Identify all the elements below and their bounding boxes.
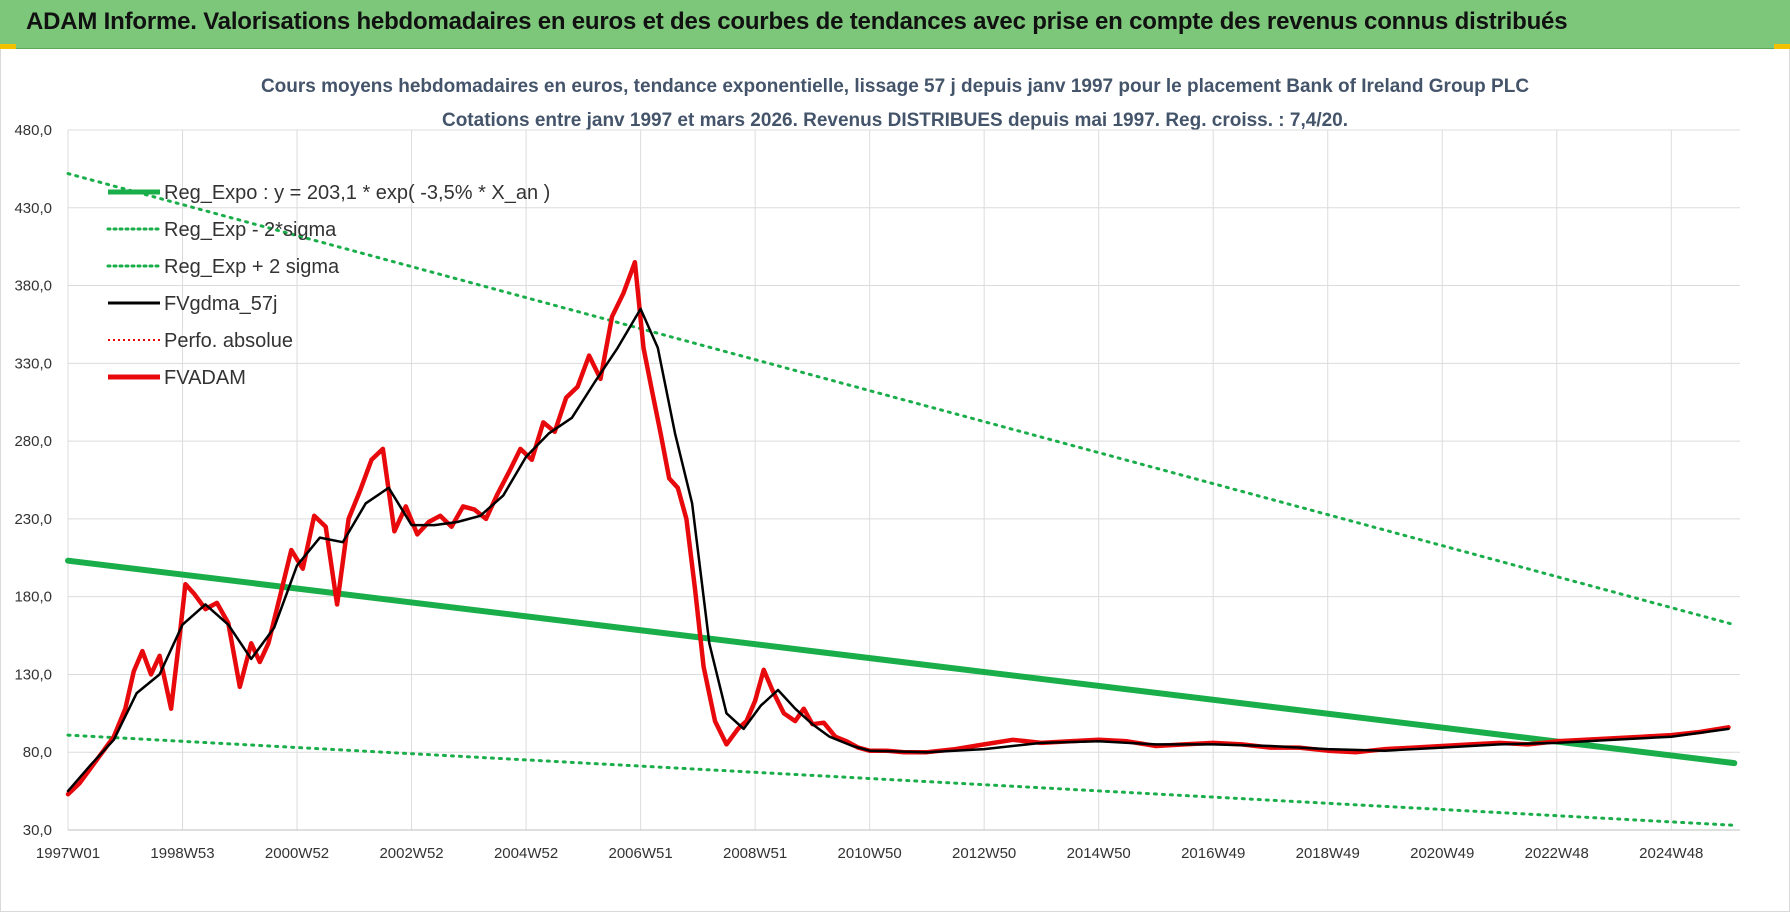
y-tick-label: 330,0 [14, 355, 52, 372]
x-tick-label: 2010W50 [838, 845, 902, 862]
series-fvadam [65, 259, 1731, 797]
series-reg-expo [65, 557, 1738, 767]
x-tick-label: 2022W48 [1525, 845, 1589, 862]
y-tick-label: 280,0 [14, 433, 52, 450]
x-tick-label: 1997W01 [36, 845, 100, 862]
chart-title-line1: Cours moyens hebdomadaires en euros, ten… [261, 76, 1529, 97]
legend: Reg_Expo : y = 203,1 * exp( -3,5% * X_an… [106, 182, 550, 389]
x-tick-label: 2016W49 [1181, 845, 1245, 862]
y-tick-label: 30,0 [23, 822, 52, 839]
x-tick-label: 2000W52 [265, 845, 329, 862]
series-reg-minus [66, 733, 1736, 827]
y-axis-ticks: 30,0 80,0 130,0 180,0 230,0 280,0 330,0 380,0 43… [14, 122, 52, 839]
legend-label-reg-plus: Reg_Exp + 2 sigma [164, 256, 340, 278]
legend-item-reg-minus: Reg_Exp - 2*sigma [106, 219, 337, 241]
x-tick-label: 1998W53 [150, 845, 214, 862]
x-tick-label: 2020W49 [1410, 845, 1474, 862]
x-tick-label: 2018W49 [1296, 845, 1360, 862]
plot-series [65, 172, 1738, 827]
x-axis-ticks: 1997W01 1998W53 2000W52 2002W52 2004W52 2006W… [36, 845, 1704, 862]
legend-item-adam: FVADAM [108, 367, 246, 389]
x-tick-label: 2002W52 [379, 845, 443, 862]
x-tick-label: 2006W51 [608, 845, 672, 862]
series-reg-plus [66, 172, 1736, 627]
y-tick-label: 180,0 [14, 589, 52, 606]
y-tick-label: 80,0 [23, 744, 52, 761]
y-tick-label: 430,0 [14, 200, 52, 217]
legend-item-reg-expo: Reg_Expo : y = 203,1 * exp( -3,5% * X_an… [108, 182, 550, 204]
y-tick-label: 130,0 [14, 666, 52, 683]
legend-label-reg-minus: Reg_Exp - 2*sigma [164, 219, 337, 241]
legend-item-reg-plus: Reg_Exp + 2 sigma [106, 256, 340, 278]
legend-label-adam: FVADAM [164, 367, 246, 389]
x-tick-label: 2014W50 [1067, 845, 1131, 862]
y-tick-label: 480,0 [14, 122, 52, 139]
header-banner: ADAM Informe. Valorisations hebdomadaire… [0, 0, 1790, 49]
legend-label-reg-expo: Reg_Expo : y = 203,1 * exp( -3,5% * X_an… [164, 182, 550, 204]
corner-marker-right [1774, 44, 1790, 49]
y-tick-label: 380,0 [14, 278, 52, 295]
banner-title: ADAM Informe. Valorisations hebdomadaire… [26, 8, 1568, 35]
corner-marker-left [0, 44, 16, 49]
x-tick-label: 2004W52 [494, 845, 558, 862]
chart-title-line2: Cotations entre janv 1997 et mars 2026. … [442, 110, 1348, 131]
x-tick-label: 2008W51 [723, 845, 787, 862]
legend-label-gdma: FVgdma_57j [164, 293, 277, 315]
series-fvgdma [66, 307, 1730, 793]
legend-item-perfo: Perfo. absolue [108, 330, 293, 352]
legend-item-gdma: FVgdma_57j [108, 293, 277, 315]
legend-label-perfo: Perfo. absolue [164, 330, 293, 352]
gridlines [67, 129, 1740, 830]
y-tick-label: 230,0 [14, 511, 52, 528]
x-tick-label: 2024W48 [1639, 845, 1703, 862]
x-tick-label: 2012W50 [952, 845, 1016, 862]
